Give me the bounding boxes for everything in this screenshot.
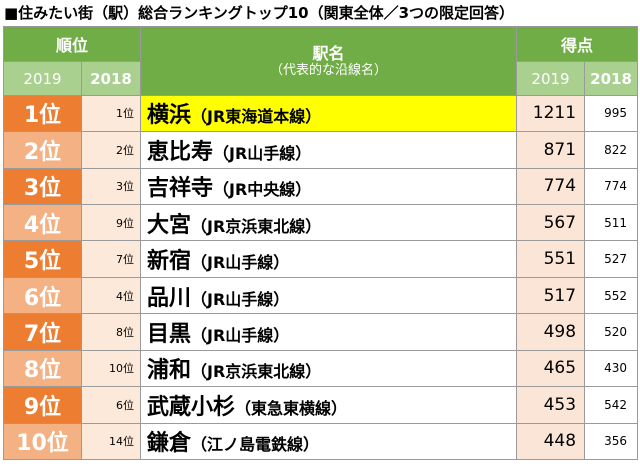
table-row: 3位 3位 吉祥寺（JR中央線） 774 774 bbox=[3, 167, 639, 206]
score-2019: 498 bbox=[516, 313, 586, 351]
rank-2018: 10位 bbox=[80, 349, 142, 388]
station-name: 横浜 bbox=[147, 103, 192, 129]
score-year-2019: 2019 bbox=[516, 61, 586, 96]
score-2019: 465 bbox=[516, 349, 586, 388]
station-cell: 横浜（JR東海道本線） bbox=[140, 94, 518, 133]
line-name: （JR中央線） bbox=[213, 180, 312, 200]
station-name: 鎌倉 bbox=[147, 431, 192, 457]
station-name: 吉祥寺 bbox=[147, 176, 214, 202]
line-name: （JR山手線） bbox=[191, 253, 290, 273]
score-2018: 520 bbox=[584, 313, 639, 351]
score-2018: 542 bbox=[584, 386, 639, 424]
station-cell: 浦和（JR京浜東北線） bbox=[140, 349, 518, 388]
station-name: 新宿 bbox=[147, 249, 192, 275]
ranking-table: 順位 駅名 （代表的な沿線名） 得点 2019 2018 2019 2018 1… bbox=[2, 25, 639, 461]
station-cell: 武蔵小杉（東急東横線） bbox=[140, 386, 518, 424]
line-name: （JR東海道本線） bbox=[191, 107, 322, 127]
table-row: 5位 7位 新宿（JR山手線） 551 527 bbox=[3, 240, 639, 278]
line-name: （東急東横線） bbox=[235, 398, 348, 418]
ranking-rows: 1位 1位 横浜（JR東海道本線） 1211 995 2位 2位 恵比寿（JR山手線） 871 8… bbox=[3, 94, 639, 461]
station-cell: 目黒（JR山手線） bbox=[140, 313, 518, 351]
line-name: （JR山手線） bbox=[191, 289, 290, 309]
score-2019: 774 bbox=[516, 167, 586, 206]
station-header-sub: （代表的な沿線名） bbox=[270, 62, 388, 78]
station-name: 武蔵小杉 bbox=[147, 394, 236, 420]
year-row: 2019 2018 2019 2018 bbox=[3, 61, 639, 96]
rank-2018: 2位 bbox=[80, 131, 142, 169]
rank-2018: 1位 bbox=[80, 94, 142, 133]
rank-year-2019: 2019 bbox=[3, 61, 82, 96]
table-row: 1位 1位 横浜（JR東海道本線） 1211 995 bbox=[3, 94, 639, 133]
rank-year-2018: 2018 bbox=[80, 61, 142, 96]
rank-2019: 1位 bbox=[3, 94, 82, 133]
score-header: 得点 bbox=[516, 25, 639, 63]
score-2019: 551 bbox=[516, 240, 586, 278]
station-header-label: 駅名 bbox=[312, 43, 345, 63]
line-name: （JR京浜東北線） bbox=[191, 362, 322, 382]
score-2019: 871 bbox=[516, 131, 586, 169]
table-row: 10位 14位 鎌倉（江ノ島電鉄線） 448 356 bbox=[3, 422, 639, 461]
station-cell: 鎌倉（江ノ島電鉄線） bbox=[140, 422, 518, 461]
score-2019: 448 bbox=[516, 422, 586, 461]
table-row: 2位 2位 恵比寿（JR山手線） 871 822 bbox=[3, 131, 639, 169]
rank-2019: 8位 bbox=[3, 349, 82, 388]
rank-2019: 2位 bbox=[3, 131, 82, 169]
line-name: （江ノ島電鉄線） bbox=[191, 435, 320, 455]
score-year-2018: 2018 bbox=[584, 61, 639, 96]
station-name: 大宮 bbox=[147, 212, 192, 238]
rank-2019: 4位 bbox=[3, 204, 82, 242]
score-2018: 527 bbox=[584, 240, 639, 278]
station-cell: 恵比寿（JR山手線） bbox=[140, 131, 518, 169]
rank-2018: 9位 bbox=[80, 204, 142, 242]
station-cell: 大宮（JR京浜東北線） bbox=[140, 204, 518, 242]
score-2019: 567 bbox=[516, 204, 586, 242]
station-name: 浦和 bbox=[147, 358, 192, 384]
station-name: 目黒 bbox=[147, 322, 192, 348]
line-name: （JR京浜東北線） bbox=[191, 216, 322, 236]
score-2018: 430 bbox=[584, 349, 639, 388]
table-row: 4位 9位 大宮（JR京浜東北線） 567 511 bbox=[3, 204, 639, 242]
score-2019: 453 bbox=[516, 386, 586, 424]
table-row: 9位 6位 武蔵小杉（東急東横線） 453 542 bbox=[3, 386, 639, 424]
station-header: 駅名 （代表的な沿線名） bbox=[140, 26, 518, 96]
station-cell: 吉祥寺（JR中央線） bbox=[140, 167, 518, 206]
score-2018: 511 bbox=[584, 204, 639, 242]
table-row: 6位 4位 品川（JR山手線） 517 552 bbox=[3, 276, 639, 315]
station-cell: 品川（JR山手線） bbox=[140, 276, 518, 315]
table-row: 7位 8位 目黒（JR山手線） 498 520 bbox=[3, 313, 639, 351]
rank-2019: 6位 bbox=[3, 276, 82, 315]
line-name: （JR山手線） bbox=[213, 143, 312, 163]
rank-2018: 7位 bbox=[80, 240, 142, 278]
score-2019: 1211 bbox=[516, 94, 586, 133]
rank-2018: 6位 bbox=[80, 386, 142, 424]
header-row: 順位 駅名 （代表的な沿線名） 得点 bbox=[2, 25, 639, 96]
score-2018: 774 bbox=[584, 167, 639, 206]
rank-2019: 9位 bbox=[3, 386, 82, 424]
station-name: 品川 bbox=[147, 285, 192, 311]
rank-2018: 8位 bbox=[80, 313, 142, 351]
station-cell: 新宿（JR山手線） bbox=[140, 240, 518, 278]
rank-2019: 5位 bbox=[3, 240, 82, 278]
rank-header: 順位 bbox=[2, 25, 142, 63]
page-title: ■住みたい街（駅）総合ランキングトップ10（関東全体／3つの限定回答） bbox=[4, 4, 515, 22]
rank-2019: 10位 bbox=[3, 422, 82, 461]
score-2018: 552 bbox=[584, 276, 639, 315]
line-name: （JR山手線） bbox=[191, 326, 290, 346]
table-row: 8位 10位 浦和（JR京浜東北線） 465 430 bbox=[3, 349, 639, 388]
rank-2019: 7位 bbox=[3, 313, 82, 351]
rank-2019: 3位 bbox=[3, 167, 82, 206]
score-2018: 995 bbox=[584, 94, 639, 133]
rank-2018: 4位 bbox=[80, 276, 142, 315]
station-name: 恵比寿 bbox=[147, 139, 214, 165]
rank-2018: 14位 bbox=[80, 422, 142, 461]
score-2018: 822 bbox=[584, 131, 639, 169]
rank-2018: 3位 bbox=[80, 167, 142, 206]
score-2019: 517 bbox=[516, 276, 586, 315]
score-2018: 356 bbox=[584, 422, 639, 461]
